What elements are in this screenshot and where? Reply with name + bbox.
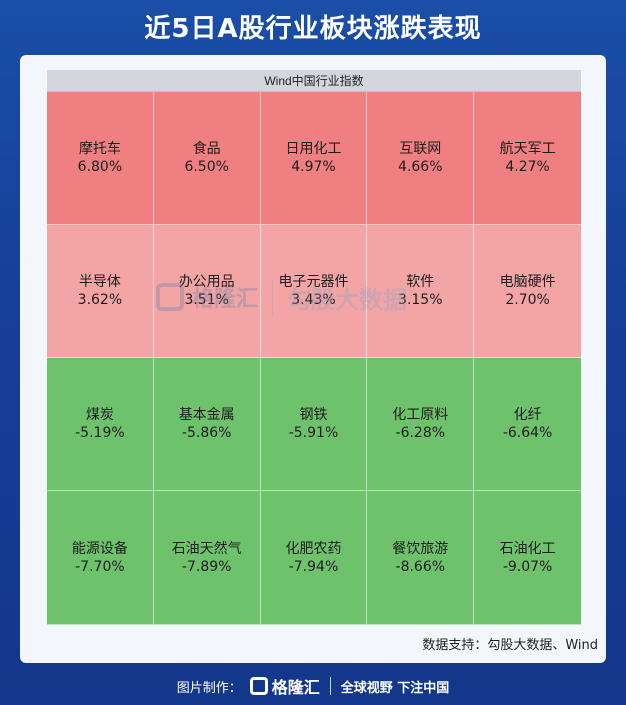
sector-name: 航天军工 bbox=[499, 141, 556, 157]
sector-name: 基本金属 bbox=[178, 407, 235, 423]
sector-change-label: 3.15% bbox=[398, 292, 443, 308]
footer-brand: 格隆汇 bbox=[271, 678, 320, 697]
sector-change-label: 6.80% bbox=[77, 159, 123, 175]
footer-label: 图片制作： bbox=[176, 680, 242, 696]
heatmap-cell: 化纤 -6.64% bbox=[474, 358, 581, 491]
sector-name: 电脑硬件 bbox=[499, 274, 556, 290]
heatmap-cell: 电子元器件 3.43% bbox=[260, 225, 368, 358]
heatmap-table: Wind中国行业指数 摩托车 6.80% 食品 6.50% 日用化工 4.97% 互联网 4.… bbox=[47, 70, 581, 625]
heatmap-cell: 互联网 4.66% bbox=[367, 92, 475, 225]
heatmap-cell: 基本金属 -5.86% bbox=[153, 358, 261, 491]
sector-change-label: -7.94% bbox=[288, 558, 339, 575]
sector-change-label: 3.62% bbox=[77, 292, 123, 308]
heatmap-cell: 半导体 3.62% bbox=[47, 225, 154, 358]
heatmap-cell: 摩托车 6.80% bbox=[47, 92, 154, 225]
sector-change-label: -6.64% bbox=[502, 425, 553, 441]
footer-slogan: 全球视野 下注中国 bbox=[340, 680, 450, 696]
sector-change-label: -9.07% bbox=[502, 558, 553, 575]
sector-change-label: 6.50% bbox=[184, 159, 229, 175]
heatmap-grid: 摩托车 6.80% 食品 6.50% 日用化工 4.97% 互联网 4.66% 航天军工 4.27… bbox=[47, 92, 581, 625]
sector-change-label: -5.91% bbox=[288, 425, 339, 441]
sector-change-label: 2.70% bbox=[505, 292, 550, 308]
data-source-note: 数据支持：勾股大数据、Wind bbox=[422, 638, 598, 653]
sector-name: 化纤 bbox=[513, 407, 542, 423]
heatmap-cell: 化工原料 -6.28% bbox=[367, 358, 475, 491]
brand-logo-icon bbox=[249, 677, 268, 695]
sector-change-label: -7.89% bbox=[181, 558, 232, 575]
sector-change-label: 3.51% bbox=[184, 292, 229, 308]
sector-name: 办公用品 bbox=[178, 274, 235, 290]
sector-name: 摩托车 bbox=[78, 141, 121, 157]
heatmap-cell: 煤炭 -5.19% bbox=[47, 358, 154, 491]
heatmap-cell: 钢铁 -5.91% bbox=[260, 358, 368, 491]
heatmap-cell: 航天军工 4.27% bbox=[474, 92, 581, 225]
sector-name: 互联网 bbox=[399, 141, 442, 157]
heatmap-cell: 餐饮旅游 -8.66% bbox=[367, 491, 475, 625]
sector-change-label: 4.66% bbox=[398, 159, 443, 175]
heatmap-cell: 日用化工 4.97% bbox=[260, 92, 368, 225]
sector-name: 煤炭 bbox=[85, 407, 114, 423]
footer-divider bbox=[329, 677, 331, 695]
heatmap-cell: 食品 6.50% bbox=[153, 92, 261, 225]
sector-name: 化工原料 bbox=[392, 407, 449, 423]
heatmap-cell: 化肥农药 -7.94% bbox=[260, 491, 368, 625]
heatmap-cell: 石油化工 -9.07% bbox=[474, 491, 581, 625]
sector-change-label: -7.70% bbox=[75, 558, 125, 575]
sector-change-label: 4.97% bbox=[291, 159, 336, 175]
sector-name: 石油化工 bbox=[499, 540, 556, 557]
heatmap-title: Wind中国行业指数 bbox=[47, 70, 581, 92]
sector-name: 能源设备 bbox=[71, 540, 128, 557]
sector-name: 软件 bbox=[406, 274, 435, 290]
page-title: 近5日A股行业板块涨跌表现 bbox=[144, 14, 482, 44]
sector-change-label: 3.43% bbox=[291, 292, 336, 308]
heatmap-cell: 电脑硬件 2.70% bbox=[474, 225, 581, 358]
sector-change-label: -5.19% bbox=[75, 425, 125, 441]
heatmap-cell: 能源设备 -7.70% bbox=[47, 491, 154, 625]
heatmap-cell: 办公用品 3.51% bbox=[153, 225, 261, 358]
sector-change-label: -6.28% bbox=[395, 425, 446, 441]
sector-name: 化肥农药 bbox=[285, 540, 342, 557]
sector-name: 半导体 bbox=[78, 274, 121, 290]
sector-name: 钢铁 bbox=[299, 407, 328, 423]
heatmap-cell: 石油天然气 -7.89% bbox=[153, 491, 261, 625]
footer: 图片制作： 格隆汇 全球视野 下注中国 bbox=[0, 674, 626, 698]
sector-name: 石油天然气 bbox=[171, 540, 242, 557]
sector-change-label: -8.66% bbox=[395, 558, 446, 575]
sector-name: 食品 bbox=[192, 141, 221, 157]
heatmap-cell: 软件 3.15% bbox=[367, 225, 475, 358]
sector-change-label: 4.27% bbox=[505, 159, 550, 175]
sector-name: 日用化工 bbox=[285, 141, 342, 157]
chart-card: Wind中国行业指数 摩托车 6.80% 食品 6.50% 日用化工 4.97% 互联网 4.… bbox=[20, 55, 606, 663]
sector-name: 电子元器件 bbox=[278, 274, 349, 290]
sector-name: 餐饮旅游 bbox=[392, 540, 449, 557]
sector-change-label: -5.86% bbox=[181, 425, 232, 441]
